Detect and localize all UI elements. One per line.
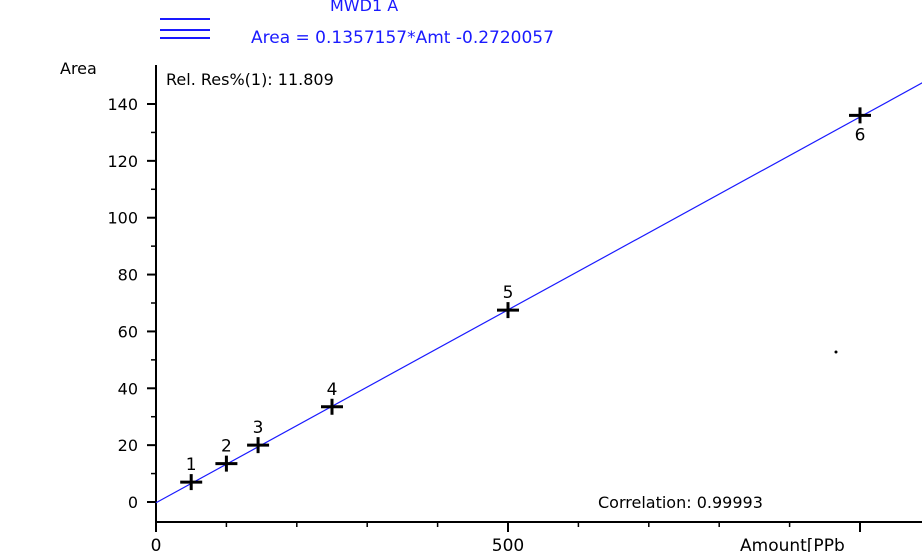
- point-label: 4: [327, 380, 338, 400]
- y-axis-label: Area: [60, 59, 97, 78]
- data-point: 3: [247, 418, 270, 454]
- legend-formula: Area = 0.1357157*Amt -0.2720057: [251, 28, 554, 48]
- data-point: 2: [215, 437, 238, 472]
- y-tick-label: 80: [118, 266, 138, 285]
- data-point: 5: [497, 283, 519, 319]
- legend-top-text: MWD1 A: [330, 0, 398, 15]
- stray-dot: [834, 350, 838, 354]
- point-label: 5: [503, 283, 514, 303]
- data-point: 6: [849, 107, 871, 145]
- x-tick-label: 500: [492, 536, 524, 552]
- rel-res-annotation: Rel. Res%(1): 11.809: [166, 70, 334, 89]
- point-label: 3: [253, 418, 264, 438]
- fit-line: [155, 82, 922, 504]
- y-tick-label: 60: [118, 322, 138, 341]
- y-tick-label: 0: [128, 493, 138, 512]
- data-points: 1 2 3 4 5 6: [180, 107, 871, 491]
- legend: MWD1 A Area = 0.1357157*Amt -0.2720057: [160, 0, 554, 48]
- point-label: 2: [221, 437, 232, 457]
- y-tick-label: 40: [118, 379, 138, 398]
- y-tick-label: 140: [107, 95, 138, 114]
- point-label: 6: [855, 125, 866, 145]
- fit-line-group: [155, 82, 922, 504]
- point-label: 1: [186, 455, 197, 475]
- x-axis-label: Amount[PPb: [740, 536, 845, 552]
- y-tick-label: 120: [107, 152, 138, 171]
- x-tick-label: 0: [151, 536, 162, 552]
- data-point: 4: [321, 380, 343, 415]
- data-point: 1: [180, 455, 203, 491]
- y-tick-label: 100: [107, 209, 138, 228]
- correlation-annotation: Correlation: 0.99993: [598, 493, 763, 512]
- axis-ticks: 0 20 40 60 80 100 120 140 0 500: [107, 95, 861, 552]
- y-tick-label: 20: [118, 436, 138, 455]
